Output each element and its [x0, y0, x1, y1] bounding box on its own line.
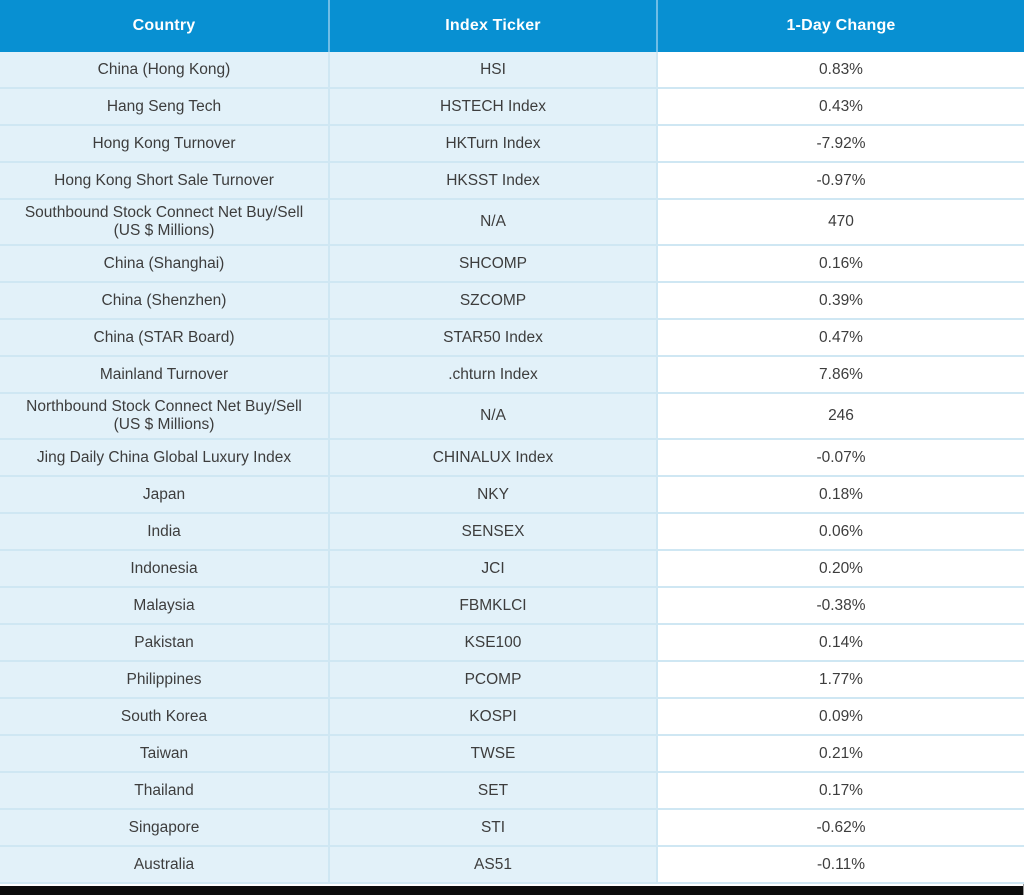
cell-index-ticker: KSE100 [330, 625, 658, 662]
cell-1-day-change: 0.14% [658, 625, 1024, 662]
cell-country: Hong Kong Short Sale Turnover [0, 163, 330, 200]
table-row: China (Shanghai) SHCOMP 0.16% [0, 246, 1024, 283]
cell-index-ticker: SHCOMP [330, 246, 658, 283]
cell-country: Taiwan [0, 736, 330, 773]
cell-country: China (Shanghai) [0, 246, 330, 283]
cell-1-day-change: 470 [658, 200, 1024, 246]
table-row: Singapore STI -0.62% [0, 810, 1024, 847]
table-row: Northbound Stock Connect Net Buy/Sell (U… [0, 394, 1024, 440]
table-row: Hong Kong Short Sale Turnover HKSST Inde… [0, 163, 1024, 200]
cell-1-day-change: 0.43% [658, 89, 1024, 126]
cell-1-day-change: 0.16% [658, 246, 1024, 283]
table-row: China (Hong Kong) HSI 0.83% [0, 52, 1024, 89]
cell-index-ticker: STAR50 Index [330, 320, 658, 357]
cell-index-ticker: HSI [330, 52, 658, 89]
cell-country: South Korea [0, 699, 330, 736]
cell-1-day-change: -0.38% [658, 588, 1024, 625]
cell-index-ticker: SENSEX [330, 514, 658, 551]
cell-country: Northbound Stock Connect Net Buy/Sell (U… [0, 394, 330, 440]
column-header-index-ticker: Index Ticker [330, 0, 658, 52]
cell-1-day-change: 0.17% [658, 773, 1024, 810]
cell-1-day-change: 246 [658, 394, 1024, 440]
cell-index-ticker: JCI [330, 551, 658, 588]
cell-1-day-change: 0.18% [658, 477, 1024, 514]
table-row: Jing Daily China Global Luxury Index CHI… [0, 440, 1024, 477]
cell-index-ticker: CHINALUX Index [330, 440, 658, 477]
cell-1-day-change: 0.20% [658, 551, 1024, 588]
cell-country: China (STAR Board) [0, 320, 330, 357]
table-row: Pakistan KSE100 0.14% [0, 625, 1024, 662]
cell-index-ticker: NKY [330, 477, 658, 514]
cell-country: Japan [0, 477, 330, 514]
cell-country: India [0, 514, 330, 551]
cell-country: Hong Kong Turnover [0, 126, 330, 163]
cell-country: Hang Seng Tech [0, 89, 330, 126]
table-row: Malaysia FBMKLCI -0.38% [0, 588, 1024, 625]
table-row: China (STAR Board) STAR50 Index 0.47% [0, 320, 1024, 357]
column-header-country: Country [0, 0, 330, 52]
cell-index-ticker: FBMKLCI [330, 588, 658, 625]
cell-1-day-change: 0.21% [658, 736, 1024, 773]
cell-index-ticker: SET [330, 773, 658, 810]
cell-index-ticker: HKSST Index [330, 163, 658, 200]
cell-1-day-change: 0.06% [658, 514, 1024, 551]
table-row: Japan NKY 0.18% [0, 477, 1024, 514]
cell-1-day-change: 0.09% [658, 699, 1024, 736]
cell-1-day-change: -0.97% [658, 163, 1024, 200]
cell-1-day-change: 7.86% [658, 357, 1024, 394]
cell-1-day-change: 1.77% [658, 662, 1024, 699]
table-row: Mainland Turnover .chturn Index 7.86% [0, 357, 1024, 394]
cell-country: Southbound Stock Connect Net Buy/Sell (U… [0, 200, 330, 246]
cell-index-ticker: HSTECH Index [330, 89, 658, 126]
cell-index-ticker: TWSE [330, 736, 658, 773]
bottom-border-bar [0, 886, 1023, 895]
cell-country: Indonesia [0, 551, 330, 588]
cell-country: Thailand [0, 773, 330, 810]
table-row: India SENSEX 0.06% [0, 514, 1024, 551]
cell-country: Mainland Turnover [0, 357, 330, 394]
table-row: Thailand SET 0.17% [0, 773, 1024, 810]
table-row: Hong Kong Turnover HKTurn Index -7.92% [0, 126, 1024, 163]
table-row: Indonesia JCI 0.20% [0, 551, 1024, 588]
cell-country: China (Hong Kong) [0, 52, 330, 89]
cell-country: Australia [0, 847, 330, 884]
cell-index-ticker: STI [330, 810, 658, 847]
cell-1-day-change: 0.47% [658, 320, 1024, 357]
table-header-row: Country Index Ticker 1-Day Change [0, 0, 1024, 52]
cell-index-ticker: SZCOMP [330, 283, 658, 320]
cell-index-ticker: PCOMP [330, 662, 658, 699]
cell-1-day-change: 0.39% [658, 283, 1024, 320]
cell-1-day-change: -0.11% [658, 847, 1024, 884]
cell-index-ticker: N/A [330, 394, 658, 440]
column-header-1-day-change: 1-Day Change [658, 0, 1024, 52]
cell-country: China (Shenzhen) [0, 283, 330, 320]
cell-country: Malaysia [0, 588, 330, 625]
table-row: South Korea KOSPI 0.09% [0, 699, 1024, 736]
cell-index-ticker: N/A [330, 200, 658, 246]
cell-1-day-change: 0.83% [658, 52, 1024, 89]
cell-index-ticker: AS51 [330, 847, 658, 884]
cell-1-day-change: -7.92% [658, 126, 1024, 163]
cell-1-day-change: -0.07% [658, 440, 1024, 477]
cell-country: Jing Daily China Global Luxury Index [0, 440, 330, 477]
table-row: Taiwan TWSE 0.21% [0, 736, 1024, 773]
table-row: Australia AS51 -0.11% [0, 847, 1024, 884]
table-row: China (Shenzhen) SZCOMP 0.39% [0, 283, 1024, 320]
cell-index-ticker: .chturn Index [330, 357, 658, 394]
table-row: Hang Seng Tech HSTECH Index 0.43% [0, 89, 1024, 126]
cell-1-day-change: -0.62% [658, 810, 1024, 847]
cell-country: Singapore [0, 810, 330, 847]
cell-index-ticker: KOSPI [330, 699, 658, 736]
table-row: Southbound Stock Connect Net Buy/Sell (U… [0, 200, 1024, 246]
cell-index-ticker: HKTurn Index [330, 126, 658, 163]
cell-country: Philippines [0, 662, 330, 699]
table-body: China (Hong Kong) HSI 0.83% Hang Seng Te… [0, 52, 1024, 884]
cell-country: Pakistan [0, 625, 330, 662]
table-row: Philippines PCOMP 1.77% [0, 662, 1024, 699]
